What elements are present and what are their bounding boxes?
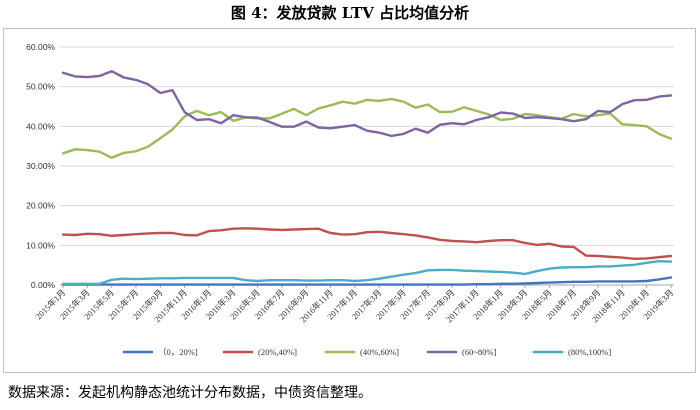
y-tick-label: 50.00% xyxy=(26,82,55,92)
y-tick-label: 60.00% xyxy=(26,42,55,52)
series-lines xyxy=(61,70,673,286)
y-tick-label: 30.00% xyxy=(26,161,55,171)
legend: （0，20%] (20%,40%] (40%,60%] (60~80%] (80%,10… xyxy=(122,347,611,357)
series-line xyxy=(61,259,673,286)
source-note: 数据来源：发起机构静态池统计分布数据，中债资信整理。 xyxy=(8,385,372,401)
y-tick-label: 20.00% xyxy=(26,201,55,211)
y-tick-label: 10.00% xyxy=(26,240,55,250)
legend-label: (80%,100%] xyxy=(568,347,611,357)
series-line xyxy=(61,227,673,261)
series-line xyxy=(61,276,673,286)
x-axis-ticks: 2015年1月2015年3月2015年5月2015年7月2015年9月2015年… xyxy=(33,285,675,324)
series-line xyxy=(61,97,673,159)
legend-label: (60~80%] xyxy=(462,347,497,357)
series-line xyxy=(61,70,673,138)
y-axis-ticks: 0.00% 10.00% 20.00% 30.00% 40.00% 50.00% 60.00… xyxy=(26,42,55,290)
y-tick-label: 0.00% xyxy=(31,280,56,290)
legend-label: (20%,40%] xyxy=(258,347,297,357)
gridlines xyxy=(60,46,674,286)
chart-title: 图 4：发放贷款 LTV 占比均值分析 xyxy=(230,4,470,22)
legend-label: （0，20%] xyxy=(158,347,198,357)
line-chart: 0.00% 10.00% 20.00% 30.00% 40.00% 50.00% 60.00… xyxy=(26,42,675,357)
legend-label: (40%,60%] xyxy=(360,347,399,357)
y-tick-label: 40.00% xyxy=(26,121,55,131)
chart-frame: 0.00% 10.00% 20.00% 30.00% 40.00% 50.00% 60.00… xyxy=(3,28,696,373)
